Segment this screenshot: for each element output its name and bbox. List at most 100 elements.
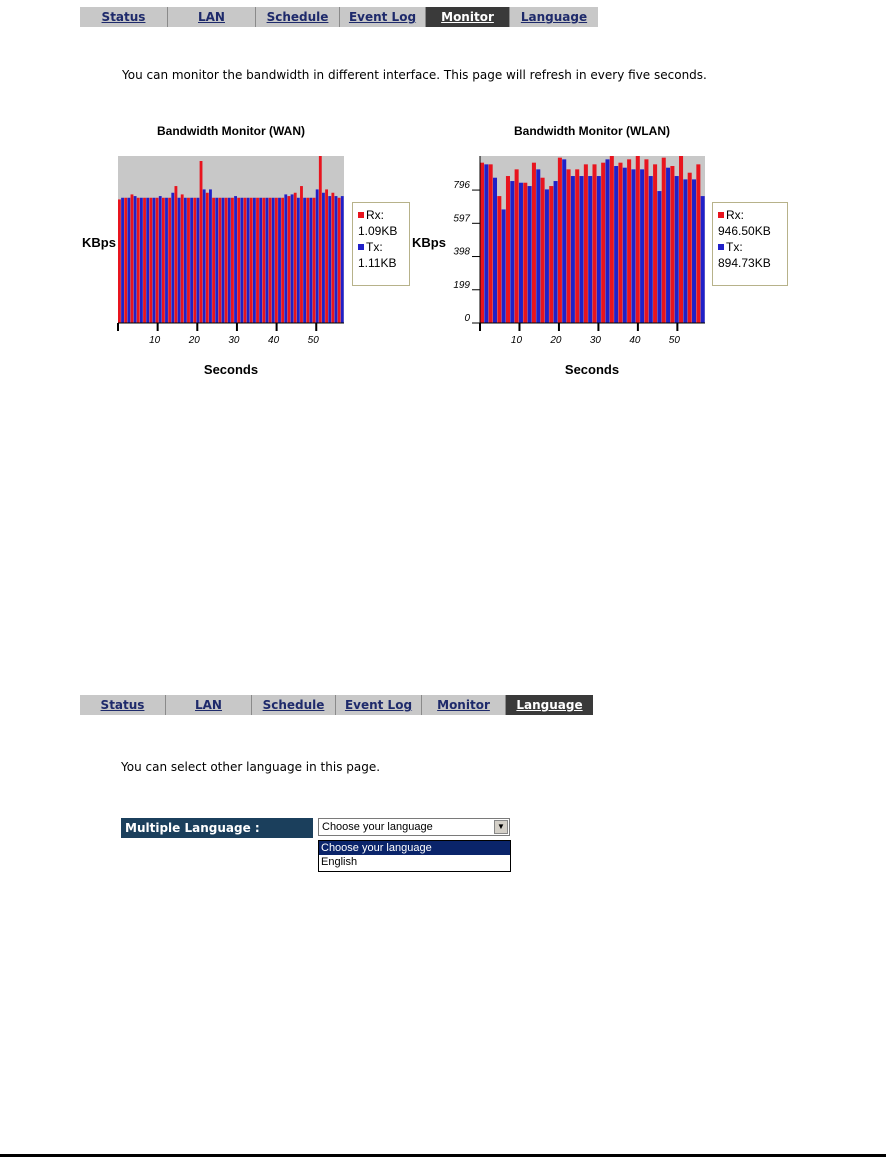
monitor-description: You can monitor the bandwidth in differe…	[122, 68, 707, 82]
monitor-nav-bar: Status LAN Schedule Event Log Monitor La…	[80, 7, 598, 27]
bar-tx	[303, 197, 307, 323]
chart-title: Bandwidth Monitor (WLAN)	[514, 124, 670, 138]
tab-lan[interactable]: LAN	[168, 7, 256, 27]
bar-rx	[199, 161, 203, 323]
bar-tx	[666, 167, 671, 323]
bar-tx	[622, 167, 627, 323]
bar-rx	[497, 196, 502, 323]
rx-swatch	[718, 212, 724, 218]
bar-tx	[190, 197, 194, 323]
bar-rx	[583, 164, 588, 323]
tab-language[interactable]: Language	[506, 695, 593, 715]
bar-tx	[544, 189, 549, 323]
tab-status[interactable]: Status	[80, 695, 166, 715]
bar-tx	[196, 197, 200, 323]
bar-tx	[309, 197, 313, 323]
tab-schedule[interactable]: Schedule	[256, 7, 340, 27]
wlan-legend-tx: Tx:	[718, 239, 784, 255]
bar-rx	[268, 197, 272, 323]
bar-tx	[340, 196, 344, 323]
wan-legend-rx-value: 1.09KB	[358, 224, 398, 238]
x-axis-label: Seconds	[565, 362, 619, 377]
bar-rx	[488, 164, 493, 323]
bar-tx	[322, 192, 325, 323]
wlan-legend-rx-value: 946.50KB	[718, 224, 771, 238]
bar-rx	[149, 197, 153, 323]
x-tick-label: 20	[188, 335, 201, 346]
bar-tx	[139, 197, 143, 323]
bar-tx	[605, 159, 610, 323]
bar-tx	[209, 189, 212, 323]
x-tick-label: 10	[149, 335, 161, 346]
language-select[interactable]: Choose your language ▼	[318, 818, 510, 836]
dropdown-option[interactable]: Choose your language	[319, 841, 510, 855]
bar-rx	[480, 162, 485, 323]
bar-tx	[133, 196, 137, 323]
bar-tx	[121, 197, 124, 323]
bar-tx	[683, 179, 688, 323]
bar-rx	[193, 197, 197, 323]
tx-swatch	[358, 244, 364, 250]
tab-schedule[interactable]: Schedule	[252, 695, 336, 715]
bar-tx	[700, 196, 705, 323]
bar-rx	[124, 197, 128, 323]
tx-swatch	[718, 244, 724, 250]
bar-rx	[549, 186, 554, 323]
tab-lan[interactable]: LAN	[166, 695, 252, 715]
y-tick-label: 0	[464, 313, 470, 324]
bar-tx	[328, 196, 332, 323]
x-tick-label: 30	[590, 335, 602, 346]
bar-rx	[687, 172, 692, 323]
bar-tx	[501, 209, 506, 323]
wan-legend-tx-value: 1.11KB	[358, 256, 397, 270]
bar-rx	[505, 176, 510, 323]
tab-status[interactable]: Status	[80, 7, 168, 27]
bar-tx	[177, 197, 181, 323]
bar-tx	[171, 192, 175, 323]
bar-rx	[256, 197, 259, 323]
tab-monitor[interactable]: Monitor	[422, 695, 506, 715]
language-select-value: Choose your language	[322, 821, 433, 833]
bar-rx	[287, 196, 291, 323]
bar-tx	[596, 176, 601, 323]
bar-rx	[696, 164, 701, 323]
bar-tx	[579, 176, 584, 323]
y-axis-label: KBps	[412, 235, 446, 250]
bar-rx	[540, 177, 545, 323]
bar-tx	[527, 186, 532, 323]
tab-language[interactable]: Language	[520, 10, 588, 24]
bar-rx	[566, 169, 571, 323]
bar-rx	[249, 197, 253, 323]
bar-tx	[221, 197, 225, 323]
bar-rx	[237, 197, 241, 323]
multiple-language-label: Multiple Language :	[121, 818, 313, 838]
bar-rx	[618, 162, 623, 323]
bar-rx	[609, 156, 614, 323]
x-tick-label: 20	[549, 335, 562, 346]
bar-tx	[562, 159, 567, 323]
wan-bandwidth-chart: Bandwidth Monitor (WAN) 10 20 30 40 50 Seconds…	[80, 118, 420, 386]
tab-event-log[interactable]: Event Log	[340, 7, 426, 27]
wan-legend-rx: Rx:	[358, 207, 406, 223]
dropdown-option[interactable]: English	[321, 856, 358, 868]
bar-rx	[661, 157, 666, 323]
bar-rx	[523, 182, 528, 323]
bar-rx	[231, 197, 234, 323]
bar-rx	[635, 156, 640, 323]
bar-rx	[514, 169, 519, 323]
chevron-down-icon[interactable]: ▼	[494, 820, 508, 834]
tab-monitor[interactable]: Monitor	[426, 7, 510, 27]
bar-rx	[281, 197, 285, 323]
wlan-bandwidth-chart: Bandwidth Monitor (WLAN) 10 20 30 40 50 0 199 39…	[412, 118, 802, 386]
bar-rx	[155, 197, 159, 323]
bar-tx	[127, 197, 131, 323]
rx-swatch	[358, 212, 364, 218]
bar-tx	[284, 194, 288, 323]
tab-event-log[interactable]: Event Log	[336, 695, 422, 715]
wlan-legend-tx-value: 894.73KB	[718, 256, 771, 270]
bar-rx	[318, 156, 322, 323]
x-tick-label: 30	[228, 335, 240, 346]
bar-rx	[218, 197, 222, 323]
y-tick-label: 796	[453, 180, 470, 191]
bar-tx	[271, 197, 275, 323]
